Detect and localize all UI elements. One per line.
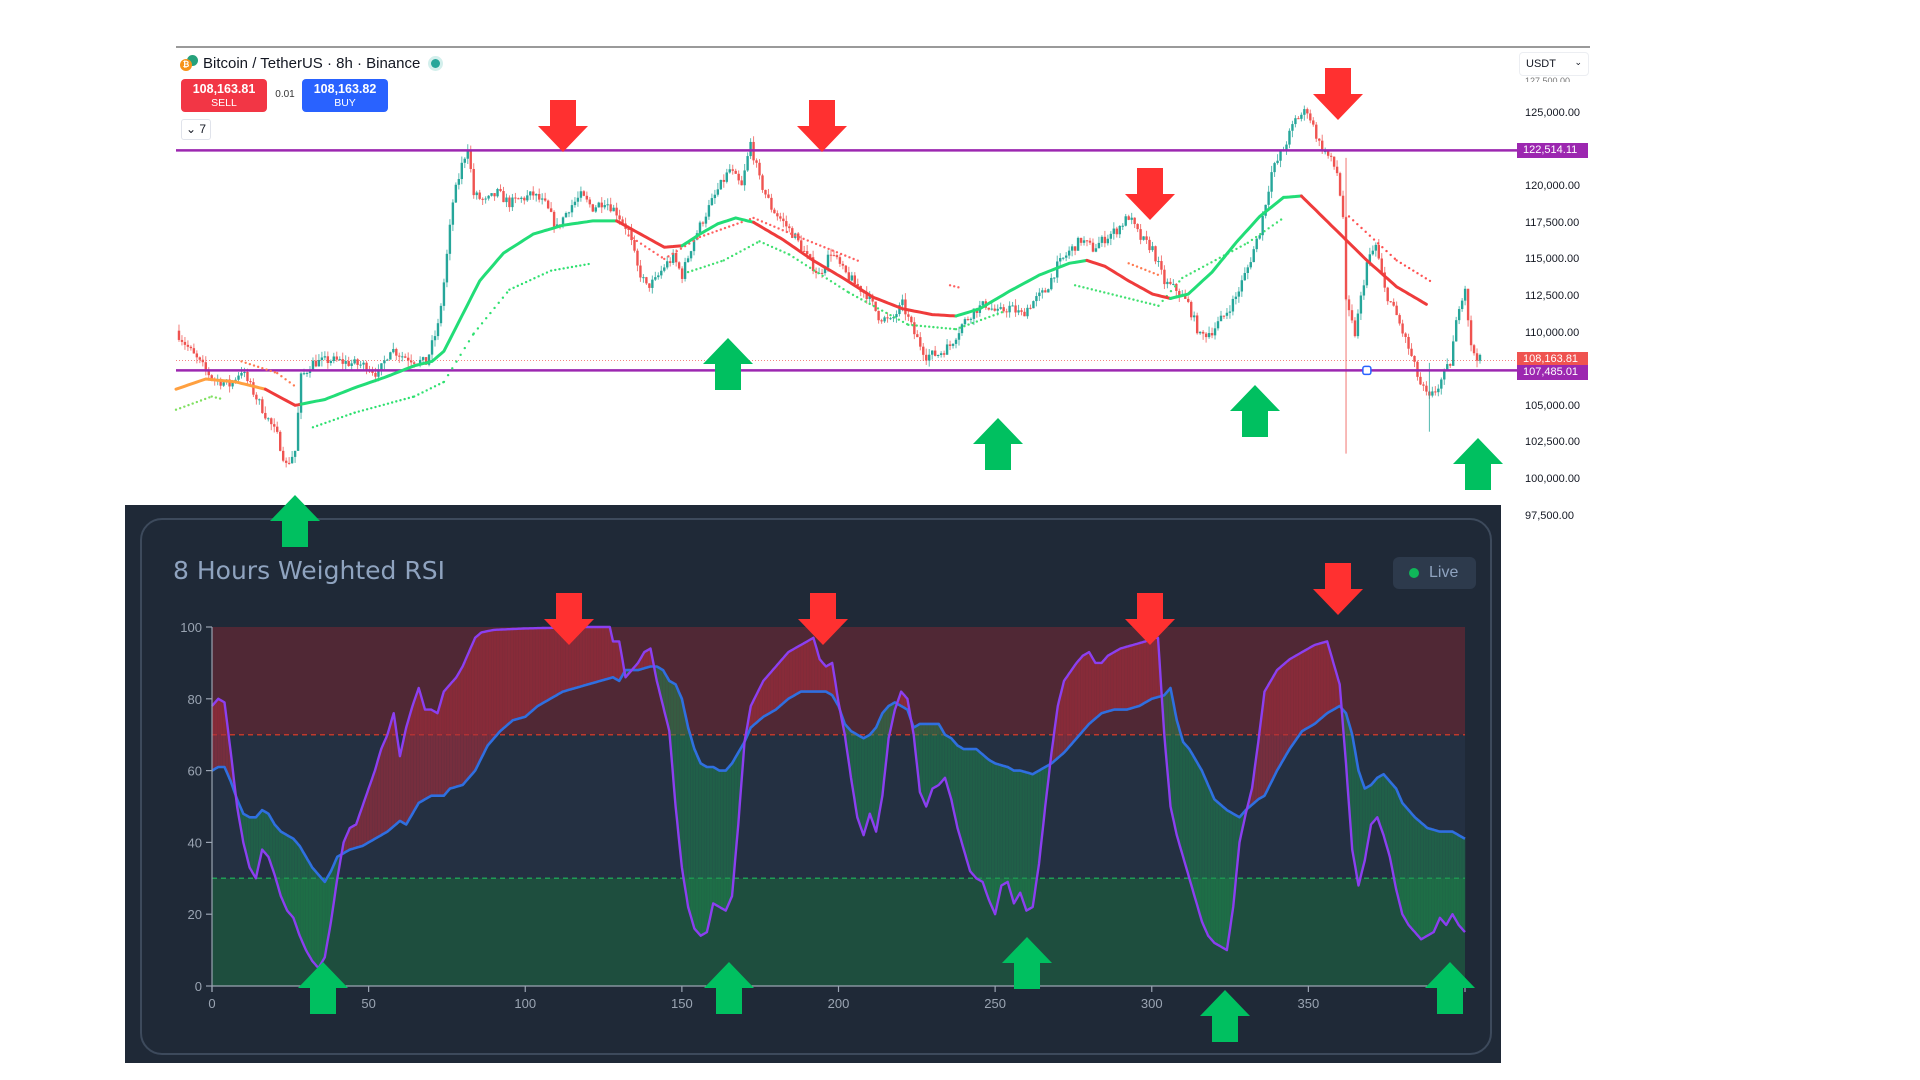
price-axis-label: 120,000.00 [1525, 180, 1581, 193]
price-axis-label: 112,500.00 [1525, 290, 1580, 302]
symbol-header[interactable]: ₿ Bitcoin / TetherUS · 8h · Binance [180, 54, 441, 72]
svg-text:150: 150 [671, 996, 693, 1011]
chevron-down-icon: ⌄ [1574, 57, 1582, 67]
svg-text:200: 200 [828, 996, 850, 1011]
bitcoin-tether-icon: ₿ [180, 54, 199, 72]
rsi-line-chart[interactable]: 0 20 40 60 80 100 0 50 100 150 200 250 300 350 [125, 505, 1501, 1063]
svg-text:250: 250 [984, 996, 1006, 1011]
live-dot-icon [1409, 568, 1419, 578]
svg-text:80: 80 [188, 692, 202, 707]
live-status-badge: Live [1393, 557, 1476, 589]
price-axis-label: 105,000.00 [1525, 399, 1581, 412]
chart-top-border [176, 46, 1590, 48]
price-axis-label: 125,000.00 [1525, 107, 1581, 119]
spread-value: 0.01 [275, 89, 295, 100]
sell-price: 108,163.81 [192, 82, 256, 96]
svg-text:0: 0 [195, 979, 202, 994]
svg-text:40: 40 [188, 835, 202, 850]
market-open-status-icon [431, 58, 441, 68]
svg-text:50: 50 [361, 996, 375, 1011]
price-tag: 107,485.01 [1517, 365, 1588, 381]
svg-text:0: 0 [208, 996, 215, 1011]
price-axis-label: 115,000.00 [1525, 253, 1580, 266]
currency-select[interactable]: USDT ⌄ [1519, 52, 1589, 76]
price-axis-label: 100,000.00 [1525, 473, 1581, 485]
currency-value: USDT [1526, 58, 1556, 70]
svg-text:100: 100 [180, 620, 202, 635]
sell-button[interactable]: 108,163.81 SELL [181, 79, 267, 112]
indicator-count: 7 [199, 122, 207, 136]
price-axis-label: 127,500.00 [1525, 76, 1571, 82]
price-axis-label: 110,000.00 [1525, 326, 1580, 339]
buy-price: 108,163.82 [313, 82, 377, 96]
svg-text:300: 300 [1141, 996, 1163, 1011]
sell-label: SELL [211, 97, 237, 109]
svg-text:20: 20 [188, 907, 202, 922]
live-label: Live [1429, 564, 1459, 581]
buy-label: BUY [334, 97, 356, 109]
rsi-panel-title: 8 Hours Weighted RSI [173, 556, 445, 585]
price-candlestick-chart[interactable] [0, 0, 1920, 560]
buy-button[interactable]: 108,163.82 BUY [302, 79, 388, 112]
indicators-collapse-button[interactable]: ⌄ 7 [181, 119, 211, 140]
svg-text:100: 100 [514, 996, 536, 1011]
price-axis-label: 97,500.00 [1525, 509, 1574, 522]
price-tag: 108,163.81 [1517, 352, 1588, 368]
chevron-down-icon: ⌄ [185, 122, 197, 136]
symbol-title: Bitcoin / TetherUS · 8h · Binance [203, 54, 421, 72]
price-tag: 122,514.11 [1517, 143, 1588, 159]
svg-text:60: 60 [188, 764, 202, 779]
price-axis-label: 117,500.00 [1525, 216, 1580, 229]
price-axis-label: 102,500.00 [1525, 436, 1581, 449]
rsi-card [140, 518, 1492, 1055]
svg-text:350: 350 [1298, 996, 1320, 1011]
